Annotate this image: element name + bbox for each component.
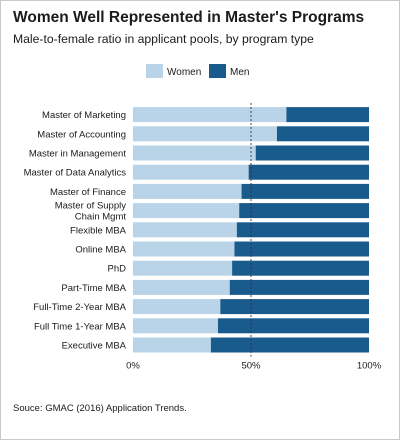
bar-men-4 [241,183,369,199]
x-tick-label-0: 0% [126,361,140,372]
bar-women-10 [133,299,221,315]
legend-swatch-women [146,64,163,78]
bar-men-10 [220,299,369,315]
category-label-0: Master of Marketing [42,110,126,121]
bar-women-12 [133,337,211,353]
bar-women-4 [133,183,242,199]
chart-subtitle: Male-to-female ratio in applicant pools,… [13,32,314,46]
bar-men-7 [234,241,369,257]
bar-men-2 [255,145,369,161]
source-note: Souce: GMAC (2016) Application Trends. [13,403,187,414]
category-label-7: Online MBA [75,245,126,256]
category-label-11: Full Time 1-Year MBA [34,321,127,332]
category-label-6: Flexible MBA [70,225,127,236]
bar-women-9 [133,279,230,295]
x-axis: 0% 50% 100% [126,103,382,372]
category-label-9: Part-Time MBA [61,283,126,294]
category-label-12: Executive MBA [62,341,127,352]
bar-women-1 [133,126,277,142]
category-label-5: Master of Supply Chain Mgmt [55,201,127,223]
bar-men-5 [239,203,369,219]
bar-women-7 [133,241,235,257]
legend-label-men: Men [230,67,249,78]
bar-women-5 [133,203,240,219]
x-tick-label-1: 50% [241,361,261,372]
bar-men-0 [286,107,369,123]
chart-title: Women Well Represented in Master's Progr… [13,9,365,26]
category-label-10: Full-Time 2-Year MBA [33,302,126,313]
category-label-8: PhD [108,264,127,275]
x-tick-label-2: 100% [357,361,382,372]
bars-group [133,107,369,353]
bar-women-0 [133,107,287,123]
bar-men-1 [276,126,369,142]
category-labels: Master of Marketing Master of Accounting M… [24,110,127,351]
category-label-2: Master in Management [29,149,127,160]
bar-men-9 [229,279,369,295]
bar-men-12 [210,337,369,353]
category-label-1: Master of Accounting [37,129,126,140]
legend-swatch-men [209,64,226,78]
bar-women-6 [133,222,237,238]
bar-women-11 [133,318,218,334]
bar-women-3 [133,164,249,180]
bar-women-2 [133,145,256,161]
bar-men-11 [217,318,369,334]
bar-women-8 [133,260,233,276]
bar-men-8 [232,260,369,276]
bar-men-6 [236,222,369,238]
category-label-3: Master of Data Analytics [24,168,127,179]
bar-men-3 [248,164,369,180]
legend-label-women: Women [167,67,201,78]
category-label-4: Master of Finance [50,187,126,198]
legend: Women Men [146,64,249,78]
